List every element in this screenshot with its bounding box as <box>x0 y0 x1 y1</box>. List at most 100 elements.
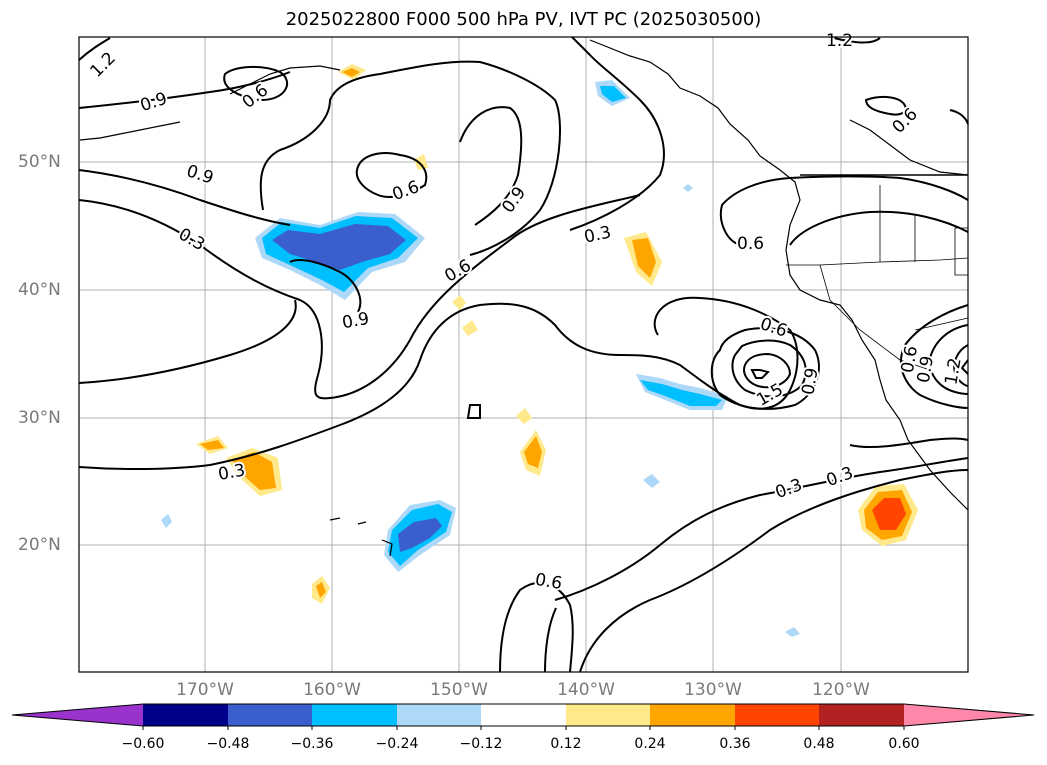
contour-label: 0.6 <box>533 570 563 594</box>
contour-line <box>731 339 807 398</box>
contour-labels: 1.2 0.9 0.6 0.9 0.6 0.9 0.3 0.9 0.6 0.3 … <box>85 29 968 596</box>
map-plot: 1.2 0.9 0.6 0.9 0.6 0.9 0.3 0.9 0.6 0.3 … <box>78 29 969 673</box>
lat-label-30n: 30°N <box>18 408 61 428</box>
blue-region <box>600 86 626 102</box>
contour-line <box>789 210 969 246</box>
lat-label-40n: 40°N <box>18 280 61 300</box>
contour-line <box>750 369 770 379</box>
pv-contours <box>78 36 969 673</box>
contour-line <box>78 296 799 471</box>
contour-line <box>900 304 969 409</box>
contour-line <box>743 352 792 389</box>
contour-line <box>289 259 362 313</box>
contour-line <box>78 169 291 226</box>
colorbar-segment <box>312 704 397 726</box>
lat-label-20n: 20°N <box>18 535 61 555</box>
colorbar-segment <box>819 704 904 726</box>
orange-region <box>462 320 478 336</box>
contour-line <box>223 66 288 102</box>
contour-label: 0.3 <box>773 475 805 503</box>
contour-line <box>78 37 111 61</box>
contour-label: 0.6 <box>758 314 790 341</box>
contour-line <box>829 36 881 44</box>
colorbar-extend-min <box>12 704 143 726</box>
contour-line <box>579 469 969 673</box>
colorbar-segment <box>481 704 566 726</box>
orange-region <box>414 154 428 170</box>
orange-region <box>316 582 326 598</box>
contour-line <box>459 106 523 226</box>
contour-line <box>710 327 820 410</box>
blue-region <box>643 474 660 488</box>
blue-region <box>272 224 406 270</box>
lon-label-120w: 120°W <box>812 680 870 700</box>
blue-region <box>785 627 800 637</box>
contour-label: 1.2 <box>826 31 853 51</box>
contour-label: 0.9 <box>341 309 371 333</box>
contour-line <box>78 299 297 384</box>
contour-line <box>720 175 969 246</box>
ivt-shading <box>161 64 918 637</box>
gridlines <box>79 37 968 672</box>
colorbar-label: −0.60 <box>121 736 165 752</box>
colorbar-extend-max <box>904 704 1034 726</box>
contour-label: 1.2 <box>87 48 120 81</box>
lon-label-160w: 160°W <box>303 680 361 700</box>
contour-label: 0.9 <box>138 89 170 116</box>
orange-region <box>632 238 656 278</box>
blue-region <box>640 380 722 406</box>
contour-line <box>949 109 969 125</box>
contour-line <box>864 95 907 116</box>
contour-line <box>259 60 561 256</box>
colorbar-segment <box>735 704 819 726</box>
contour-label: 0.9 <box>798 366 822 396</box>
contour-label: 0.6 <box>441 256 474 287</box>
contour-line <box>569 36 665 231</box>
orange-region <box>872 498 906 530</box>
contour-line <box>78 71 291 109</box>
blue-region <box>161 514 172 528</box>
colorbar-segment <box>650 704 735 726</box>
contour-line <box>849 437 969 449</box>
contour-label: 0.9 <box>184 161 216 188</box>
contour-line <box>928 324 969 395</box>
colorbar-segment <box>228 704 312 726</box>
map-title: 2025022800 F000 500 hPa PV, IVT PC (2025… <box>285 9 762 30</box>
contour-label: 0.6 <box>390 177 422 205</box>
colorbar-label: −0.12 <box>459 736 503 752</box>
orange-region <box>342 68 360 77</box>
orange-region <box>232 452 276 490</box>
colorbar <box>11 703 1035 730</box>
colorbar-label: −0.24 <box>375 736 419 752</box>
contour-line <box>78 194 641 400</box>
orange-region <box>524 436 542 468</box>
contour-label: 0.3 <box>824 463 856 491</box>
contour-line <box>953 344 969 387</box>
lon-label-170w: 170°W <box>176 680 234 700</box>
colorbar-label: 0.48 <box>803 736 835 752</box>
colorbar-label: 0.60 <box>888 736 920 752</box>
orange-region <box>452 295 466 310</box>
map-frame <box>78 36 969 673</box>
colorbar-segment <box>566 704 650 726</box>
contour-label: 0.9 <box>498 183 530 217</box>
orange-region <box>516 408 532 424</box>
contour-label: 0.3 <box>582 222 613 247</box>
colorbar-label: −0.36 <box>290 736 334 752</box>
lon-label-130w: 130°W <box>684 680 742 700</box>
blue-region <box>398 518 442 552</box>
contour-label: 0.9 <box>914 354 938 384</box>
contour-label: 0.3 <box>175 224 208 255</box>
contour-label: 0.3 <box>217 461 247 485</box>
contour-label: 0.6 <box>889 104 922 137</box>
colorbar-label: 0.36 <box>719 736 751 752</box>
contour-line <box>499 581 574 673</box>
lon-label-140w: 140°W <box>557 680 615 700</box>
contour-line <box>355 152 428 198</box>
blue-region <box>683 184 693 192</box>
contour-line <box>960 359 969 375</box>
colorbar-label: −0.48 <box>206 736 250 752</box>
lat-label-50n: 50°N <box>18 152 61 172</box>
contour-line <box>554 457 969 601</box>
colorbar-label: 0.12 <box>550 736 582 752</box>
